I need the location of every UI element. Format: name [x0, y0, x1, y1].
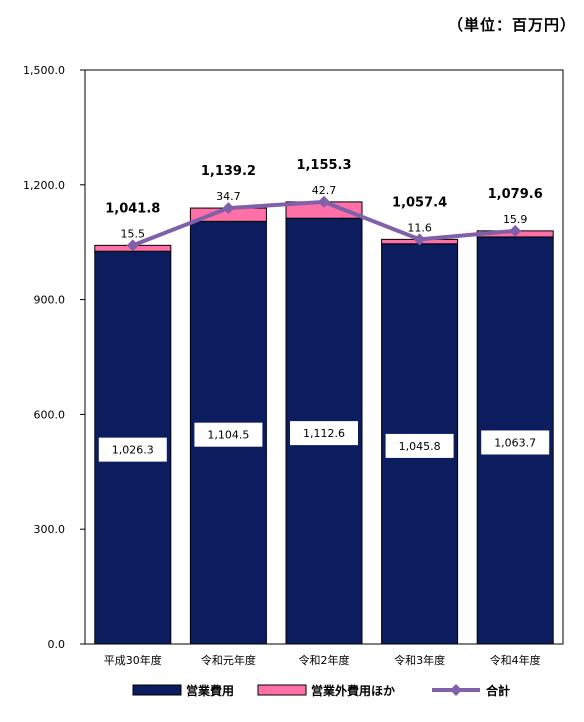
- y-tick-label: 300.0: [34, 523, 66, 536]
- bar-non-operating-label: 42.7: [312, 184, 337, 197]
- bar-label-box: [385, 433, 454, 458]
- legend-swatch-non-operating: [257, 684, 307, 696]
- legend-label-non-operating: 営業外費用ほか: [311, 683, 395, 698]
- y-tick-label: 1,500.0: [23, 64, 65, 77]
- x-tick-label: 令和3年度: [394, 653, 445, 667]
- y-tick-label: 0.0: [48, 638, 66, 651]
- x-tick-label: 令和元年度: [201, 653, 256, 667]
- x-tick-label: 令和2年度: [299, 653, 350, 667]
- y-tick-label: 1,200.0: [23, 179, 65, 192]
- total-point: [413, 233, 426, 246]
- total-point: [318, 195, 330, 208]
- unit-label: （単位：百万円）: [447, 16, 576, 34]
- bar-operating-label: 1,063.7: [494, 436, 536, 449]
- bar-non-operating-label: 15.5: [121, 227, 146, 240]
- legend-label-total: 合計: [486, 683, 510, 698]
- total-point: [222, 202, 235, 215]
- y-tick-label: 600.0: [34, 408, 66, 421]
- bar-non-operating-label: 15.9: [503, 213, 528, 226]
- x-tick-label: 平成30年度: [104, 653, 162, 667]
- total-point: [509, 224, 522, 237]
- legend-swatch-operating: [132, 684, 182, 696]
- bar-label-box: [194, 422, 263, 447]
- bar-label-box: [98, 437, 167, 462]
- bar-operating-label: 1,104.5: [207, 429, 249, 442]
- y-tick-label: 900.0: [34, 294, 66, 307]
- total-label: 1,079.6: [488, 187, 543, 202]
- bar-operating-label: 1,045.8: [399, 440, 441, 453]
- legend-label-operating: 営業費用: [186, 683, 234, 698]
- total-point: [126, 239, 139, 252]
- total-label: 1,057.4: [392, 195, 447, 210]
- total-label: 1,139.2: [201, 164, 256, 179]
- total-label: 1,041.8: [105, 201, 160, 216]
- bar-operating-label: 1,026.3: [112, 444, 154, 457]
- total-label: 1,155.3: [296, 158, 351, 173]
- x-tick-label: 令和4年度: [490, 653, 541, 667]
- legend-marker-total: [450, 684, 462, 696]
- bar-label-box: [290, 421, 358, 446]
- bar-label-box: [481, 430, 550, 455]
- bar-non-operating-label: 11.6: [407, 221, 432, 234]
- bar-operating-label: 1,112.6: [303, 427, 345, 440]
- bar-non-operating-label: 34.7: [216, 190, 241, 203]
